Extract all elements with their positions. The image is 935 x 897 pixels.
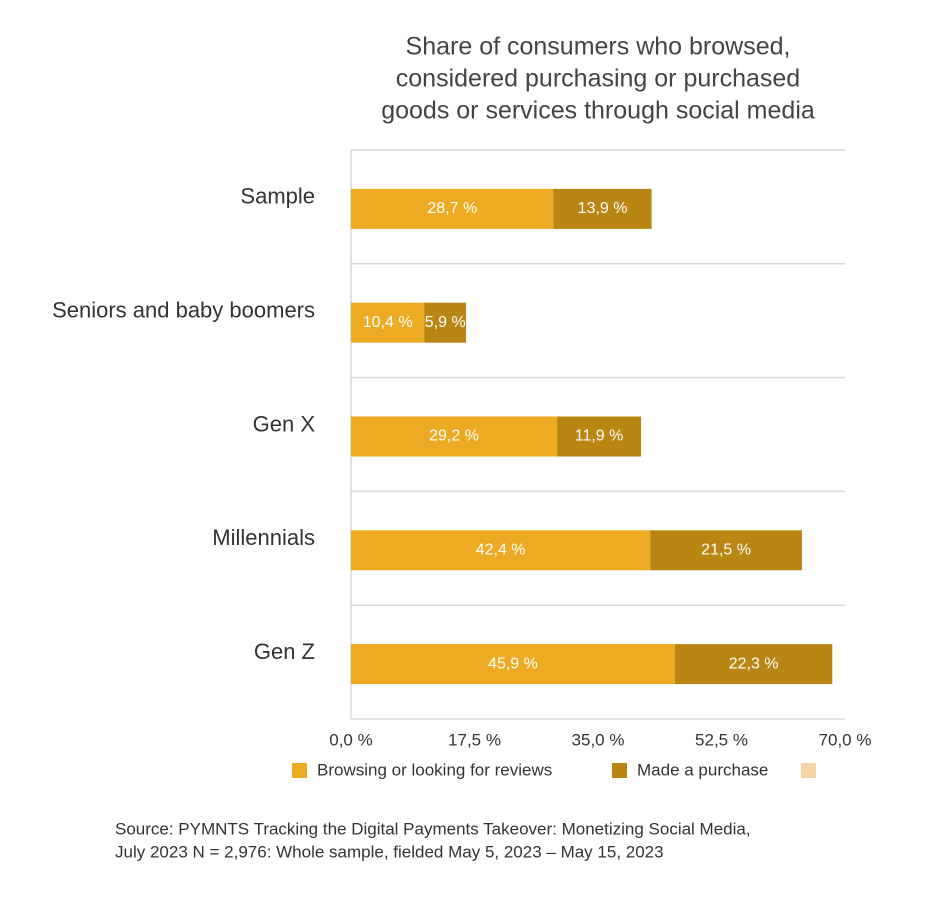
source: Source: PYMNTS Tracking the Digital Paym… <box>115 819 751 838</box>
y-tick-label: Seniors and baby boomers <box>52 298 315 323</box>
source: July 2023 N = 2,976: Whole sample, field… <box>115 842 664 861</box>
bar <box>553 188 652 229</box>
legend-swatch <box>292 763 307 778</box>
value-label: 10,4 % <box>363 314 413 331</box>
value-label: 22,3 % <box>729 655 779 672</box>
bar <box>424 302 467 343</box>
bar <box>351 644 675 685</box>
bar <box>351 302 425 343</box>
legend-label: Browsing or looking for reviews <box>317 760 552 779</box>
value-label: 45,9 % <box>488 655 538 672</box>
bar <box>650 530 802 571</box>
value-label: 29,2 % <box>429 428 479 445</box>
x-tick-label: 17,5 % <box>448 730 501 749</box>
chart-title: considered purchasing or purchased <box>396 65 800 93</box>
x-tick-label: 35,0 % <box>572 730 625 749</box>
y-tick-label: Gen X <box>253 411 316 436</box>
value-label: 5,9 % <box>425 314 466 331</box>
chart-title: goods or services through social media <box>381 97 815 125</box>
bar <box>557 416 642 457</box>
y-tick-label: Sample <box>240 184 315 209</box>
value-label: 28,7 % <box>427 200 477 217</box>
bar <box>351 416 558 457</box>
value-label: 21,5 % <box>701 542 751 559</box>
value-label: 42,4 % <box>476 542 526 559</box>
bar <box>351 530 651 571</box>
x-tick-label: 70,0 % <box>819 730 872 749</box>
chart-title: Share of consumers who browsed, <box>406 33 791 61</box>
bar <box>351 188 554 229</box>
legend-label: Made a purchase <box>637 760 768 779</box>
bar <box>674 644 833 685</box>
value-label: 13,9 % <box>578 200 628 217</box>
value-label: 11,9 % <box>575 428 624 445</box>
x-tick-label: 0,0 % <box>329 730 372 749</box>
y-tick-label: Gen Z <box>254 639 315 664</box>
legend-swatch <box>801 763 816 778</box>
y-tick-label: Millennials <box>212 525 315 550</box>
x-tick-label: 52,5 % <box>695 730 748 749</box>
legend-swatch <box>612 763 627 778</box>
